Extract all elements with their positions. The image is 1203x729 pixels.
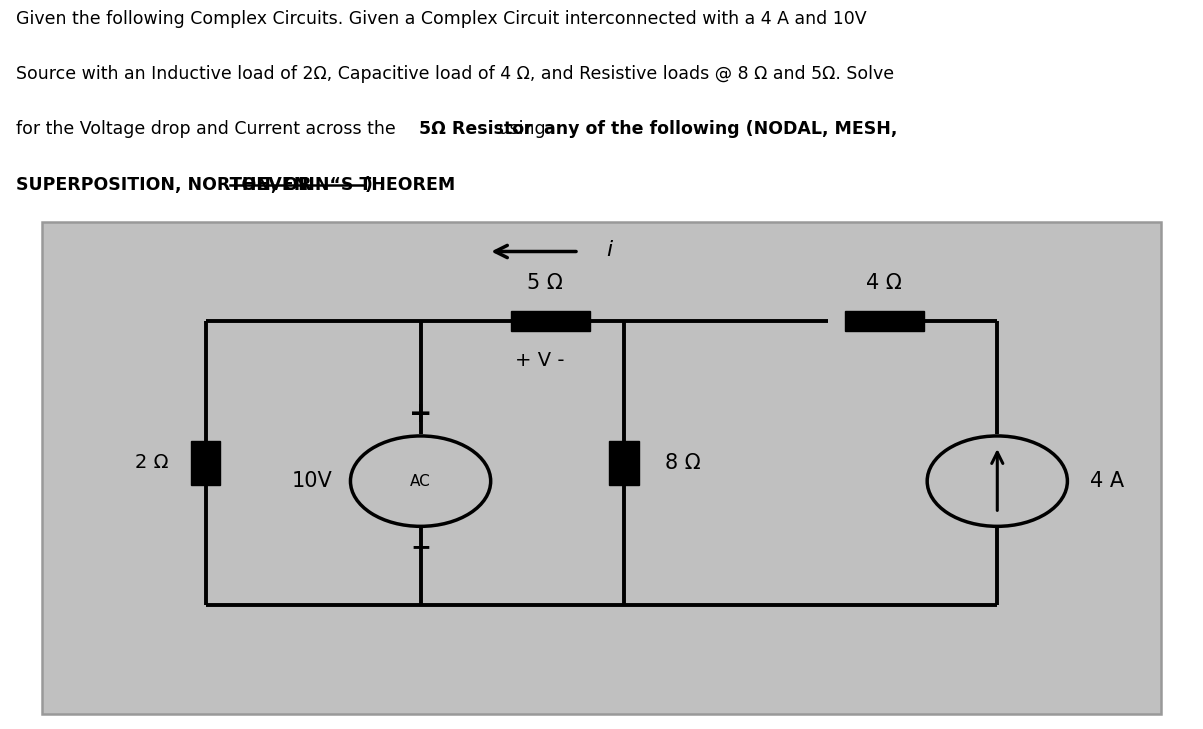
Text: 4 Ω: 4 Ω <box>866 273 902 293</box>
Text: 4 A: 4 A <box>1090 471 1124 491</box>
Bar <box>511 311 591 331</box>
Text: i: i <box>606 240 612 260</box>
Text: 5 Ω: 5 Ω <box>527 273 563 293</box>
Text: ) .: ) . <box>365 176 385 193</box>
Text: 8 Ω: 8 Ω <box>665 453 700 473</box>
Bar <box>191 441 220 485</box>
Text: SUPERPOSITION, NORTON, OR: SUPERPOSITION, NORTON, OR <box>16 176 318 193</box>
Text: using: using <box>493 120 551 139</box>
Bar <box>845 311 924 331</box>
Text: Given the following Complex Circuits. Given a Complex Circuit interconnected wit: Given the following Complex Circuits. Gi… <box>16 10 866 28</box>
Text: any of the following (NODAL, MESH,: any of the following (NODAL, MESH, <box>544 120 897 139</box>
Text: THEVENIN“S THEOREM: THEVENIN“S THEOREM <box>230 176 455 193</box>
Text: 2 Ω: 2 Ω <box>135 453 168 472</box>
Text: +: + <box>409 400 432 428</box>
Text: −: − <box>410 535 431 558</box>
Text: 5Ω Resistor: 5Ω Resistor <box>419 120 533 139</box>
Text: Source with an Inductive load of 2Ω, Capacitive load of 4 Ω, and Resistive loads: Source with an Inductive load of 2Ω, Cap… <box>16 66 894 83</box>
Text: AC: AC <box>410 474 431 488</box>
Bar <box>610 441 639 485</box>
Text: 10V: 10V <box>291 471 332 491</box>
Text: + V -: + V - <box>515 351 564 370</box>
Text: for the Voltage drop and Current across the: for the Voltage drop and Current across … <box>16 120 401 139</box>
